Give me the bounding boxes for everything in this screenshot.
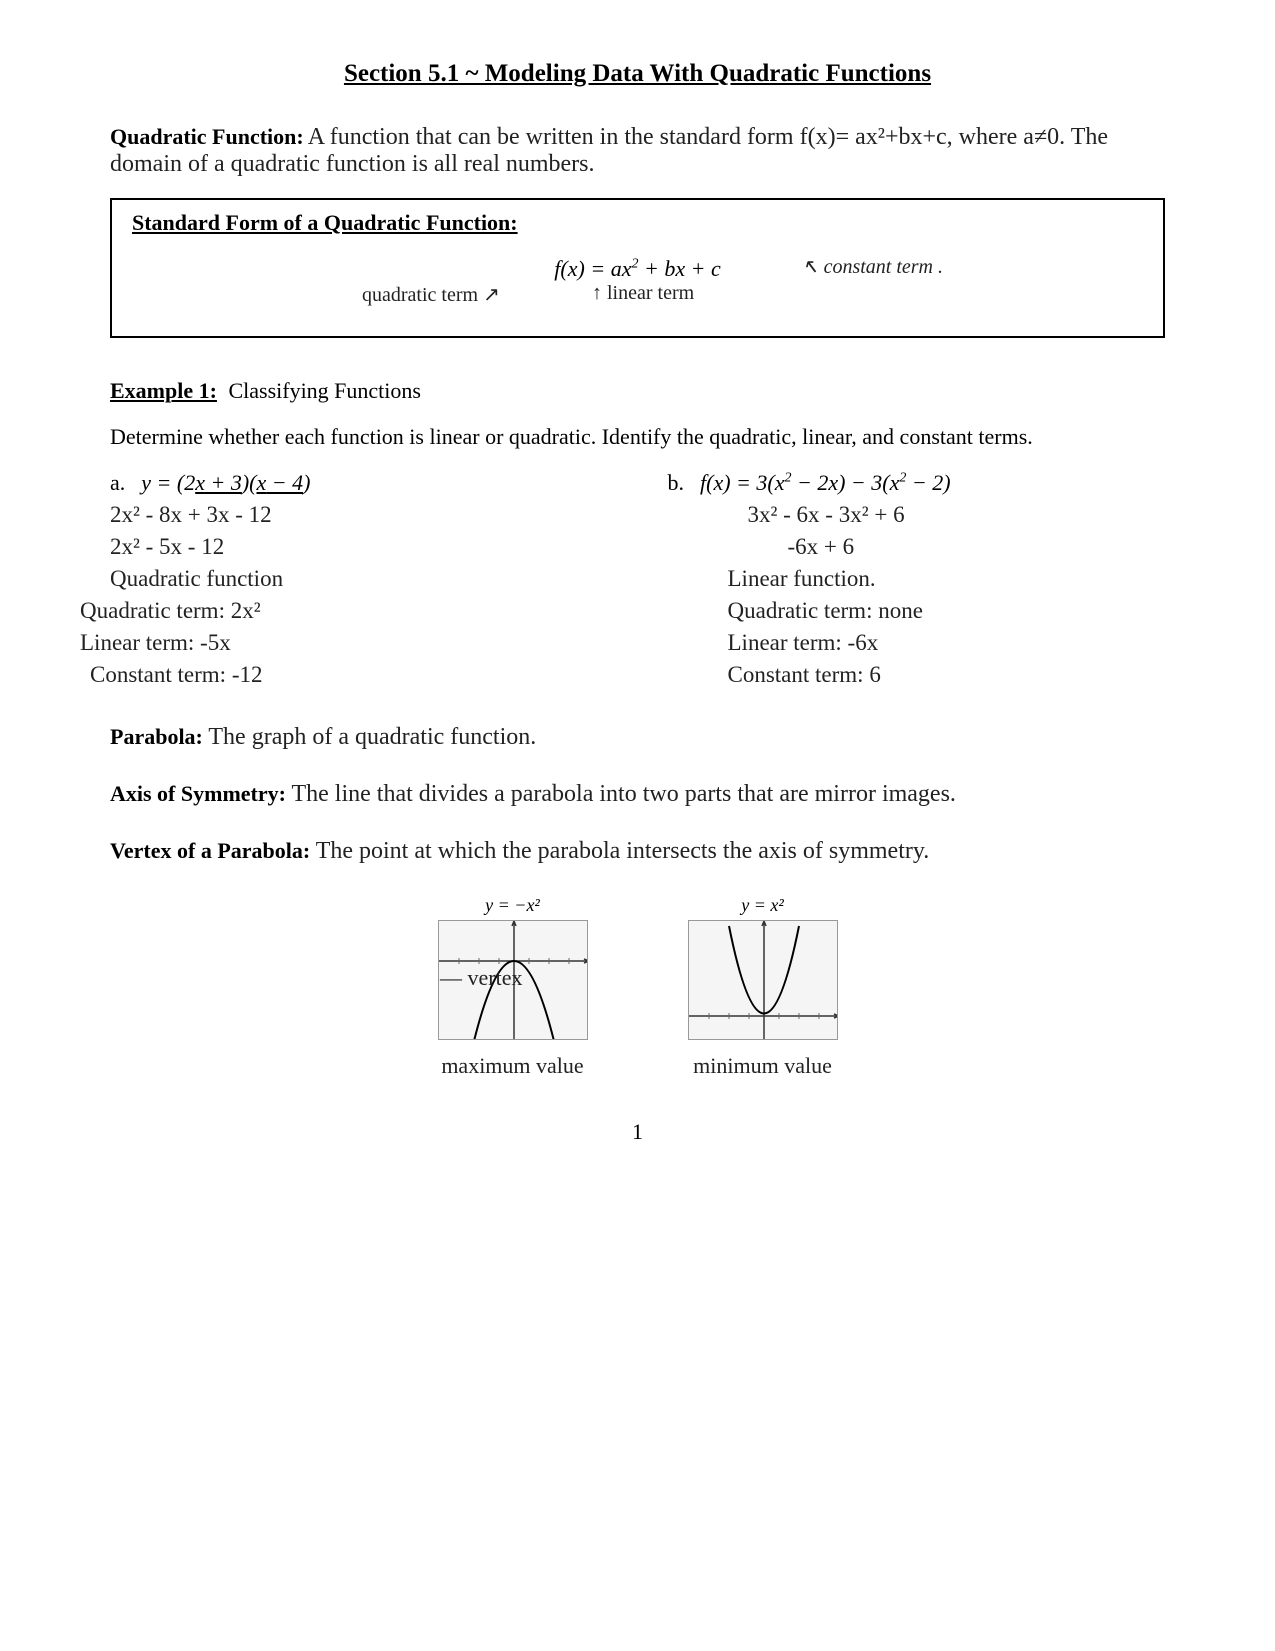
example-columns: a. y = (2x + 3)(x − 4) 2x² - 8x + 3x - 1… xyxy=(110,470,1165,694)
standard-form-box: Standard Form of a Quadratic Function: f… xyxy=(110,198,1165,338)
standard-form-title: Standard Form of a Quadratic Function: xyxy=(132,210,1143,236)
part-a-cterm: Constant term: -12 xyxy=(90,662,608,688)
page-number: 1 xyxy=(110,1119,1165,1145)
axis-symmetry-text: The line that divides a parabola into tw… xyxy=(291,781,955,807)
page-title: Section 5.1 ~ Modeling Data With Quadrat… xyxy=(110,60,1165,88)
part-a-letter: a. xyxy=(110,470,125,495)
part-a-classification: Quadratic function xyxy=(110,566,608,592)
part-b-lterm: Linear term: -6x xyxy=(728,630,1166,656)
part-a-work1: 2x² - 8x + 3x - 12 xyxy=(110,502,608,528)
vertex-arrow-label: — vertex xyxy=(440,965,522,991)
constant-term-label: ↖ constant term . xyxy=(802,254,943,279)
vertex-text: The point at which the parabola intersec… xyxy=(316,838,930,864)
quadratic-function-label: Quadratic Function: xyxy=(110,124,304,149)
part-a-equation: y = (2x + 3)(x − 4) xyxy=(141,470,310,495)
example-part-b: b. f(x) = 3(x2 − 2x) − 3(x2 − 2) 3x² - 6… xyxy=(668,470,1166,694)
example-1-heading-row: Example 1: Classifying Functions xyxy=(110,378,1165,404)
part-b-work2: -6x + 6 xyxy=(788,534,1166,560)
part-b-qterm: Quadratic term: none xyxy=(728,598,1166,624)
part-a-problem: a. y = (2x + 3)(x − 4) xyxy=(110,470,608,496)
part-b-problem: b. f(x) = 3(x2 − 2x) − 3(x2 − 2) xyxy=(668,470,1166,496)
graph-right-title: y = x² xyxy=(688,895,838,916)
vertex-label: Vertex of a Parabola: xyxy=(110,838,310,863)
example-1-subtitle: Classifying Functions xyxy=(228,378,421,403)
part-a-work2: 2x² - 5x - 12 xyxy=(110,534,608,560)
parabola-text: The graph of a quadratic function. xyxy=(208,724,536,750)
part-b-equation: f(x) = 3(x2 − 2x) − 3(x2 − 2) xyxy=(700,470,951,495)
graphs-container: y = −x² maximum value — vertex y = x² xyxy=(110,895,1165,1079)
linear-term-label: ↑ linear term xyxy=(592,282,694,305)
axis-symmetry-definition: Axis of Symmetry: The line that divides … xyxy=(110,781,1165,808)
example-part-a: a. y = (2x + 3)(x − 4) 2x² - 8x + 3x - 1… xyxy=(110,470,608,694)
example-1-heading: Example 1: xyxy=(110,378,217,403)
quadratic-function-definition: Quadratic Function: A function that can … xyxy=(110,124,1165,178)
standard-form-formula: f(x) = ax2 + bx + c xyxy=(554,256,720,282)
linear-term-text: linear term xyxy=(607,282,694,304)
quadratic-term-text: quadratic term xyxy=(362,284,478,306)
vertex-definition: Vertex of a Parabola: The point at which… xyxy=(110,838,1165,865)
part-b-work1: 3x² - 6x - 3x² + 6 xyxy=(748,502,1166,528)
part-a-qterm: Quadratic term: 2x² xyxy=(80,598,608,624)
constant-term-text: constant term . xyxy=(824,256,943,278)
example-1-instruction: Determine whether each function is linea… xyxy=(110,424,1165,450)
vertex-arrow-text: vertex xyxy=(468,965,523,990)
graph-right-caption: minimum value xyxy=(688,1053,838,1079)
term-labels-row: quadratic term ↗ ↑ linear term xyxy=(132,286,1143,316)
example-1-block: Example 1: Classifying Functions Determi… xyxy=(110,378,1165,694)
part-b-cterm: Constant term: 6 xyxy=(728,662,1166,688)
quadratic-term-label: quadratic term ↗ xyxy=(362,282,500,307)
axis-symmetry-label: Axis of Symmetry: xyxy=(110,781,286,806)
parabola-label: Parabola: xyxy=(110,724,203,749)
part-b-letter: b. xyxy=(668,470,685,495)
page-container: Section 5.1 ~ Modeling Data With Quadrat… xyxy=(0,0,1275,1185)
part-b-classification: Linear function. xyxy=(728,566,1166,592)
graph-left-caption: maximum value xyxy=(438,1053,588,1079)
standard-form-formula-row: f(x) = ax2 + bx + c ↖ constant term . xyxy=(132,256,1143,282)
parabola-definition: Parabola: The graph of a quadratic funct… xyxy=(110,724,1165,751)
graph-right-svg xyxy=(688,920,838,1040)
part-a-lterm: Linear term: -5x xyxy=(80,630,608,656)
graph-right: y = x² minimum value xyxy=(688,895,838,1079)
graph-left-title: y = −x² xyxy=(438,895,588,916)
